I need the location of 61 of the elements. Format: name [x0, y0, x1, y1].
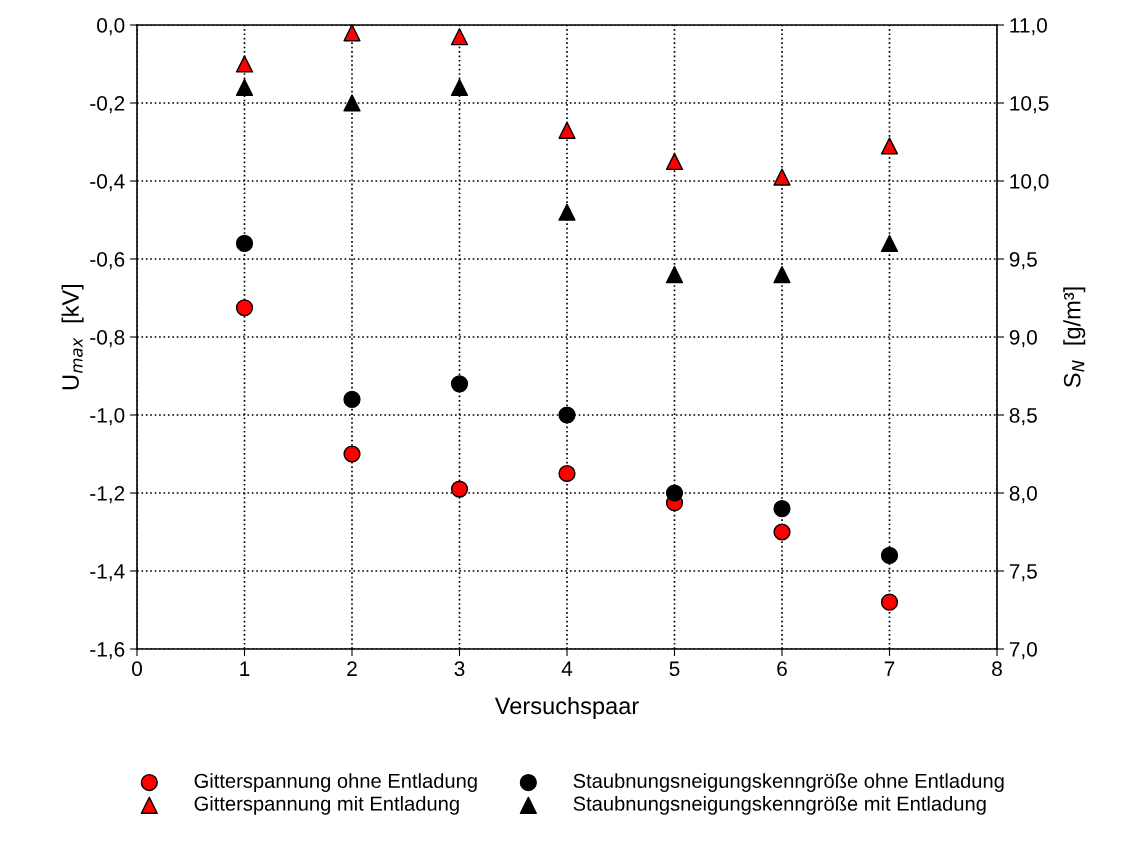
point — [235, 55, 254, 73]
y-tick-label: -0,2 — [90, 96, 125, 114]
x-tick-label: 7 — [884, 661, 895, 676]
y-tick-label: -1,2 — [90, 486, 125, 504]
x-tick-label: 4 — [561, 661, 573, 676]
point — [343, 390, 361, 409]
point — [665, 152, 684, 171]
y-tick-label: -1,4 — [90, 564, 125, 582]
x-tick-label: 1 — [240, 661, 250, 676]
point — [558, 203, 576, 221]
legend-label: Staubnungsneigungskenngröße mit Entladung — [573, 796, 986, 815]
point — [665, 484, 684, 502]
y-tick-label: -0,8 — [90, 330, 125, 348]
x-tick-label: 3 — [454, 661, 465, 677]
x-tick-label: 8 — [992, 661, 1002, 677]
x-axis-title: Versuchspaar — [494, 696, 639, 719]
point — [773, 265, 791, 284]
point — [880, 234, 899, 253]
point — [773, 523, 791, 541]
point — [235, 299, 254, 317]
y-axis-title: U$_{max}$ [kV] — [61, 284, 84, 390]
x-tick-label: 2 — [347, 661, 357, 676]
y-tick-label: -0,6 — [90, 252, 125, 270]
point — [343, 94, 361, 112]
point — [880, 546, 899, 565]
point — [235, 234, 254, 253]
y2-tick-label: 7,0 — [1009, 642, 1037, 660]
point — [343, 24, 361, 42]
point — [558, 406, 576, 424]
y2-tick-label: 9,5 — [1009, 252, 1037, 270]
y2-tick-label: 10,5 — [1010, 96, 1049, 114]
point — [235, 78, 254, 97]
y-tick-label: -0,4 — [90, 174, 125, 192]
y2-tick-label: 8,0 — [1009, 486, 1037, 504]
point — [343, 445, 361, 463]
point — [450, 28, 469, 46]
point — [880, 593, 899, 611]
point — [558, 464, 576, 483]
y-tick-label: -1,0 — [90, 408, 125, 426]
point — [773, 168, 791, 186]
y2-tick-label: 8,5 — [1009, 408, 1037, 426]
point — [450, 78, 469, 97]
y2-tick-label: 9,0 — [1009, 330, 1037, 348]
y-tick-label: 0,0 — [97, 18, 125, 36]
x-tick-label: 5 — [669, 661, 680, 677]
point — [773, 499, 791, 518]
point — [450, 375, 469, 393]
y2-tick-label: 7,5 — [1009, 564, 1037, 582]
x-tick-label: 0 — [132, 661, 142, 677]
point — [880, 137, 899, 155]
y2-tick-label: 11,0 — [1010, 18, 1047, 36]
y2-tick-label: 10,0 — [1010, 174, 1049, 192]
legend-label: Staubnungsneigungskenngröße ohne Entladung — [573, 773, 1004, 792]
legend-label: Gitterspannung mit Entladung — [194, 796, 459, 815]
point — [665, 265, 684, 284]
point — [558, 121, 576, 139]
legend-label: Gitterspannung ohne Entladung — [194, 773, 477, 792]
y-tick-label: -1,6 — [90, 642, 125, 660]
y2-axis-title: S$_{N}$ [g/m³] — [1063, 287, 1086, 388]
x-tick-label: 6 — [777, 661, 787, 677]
point — [450, 480, 469, 498]
